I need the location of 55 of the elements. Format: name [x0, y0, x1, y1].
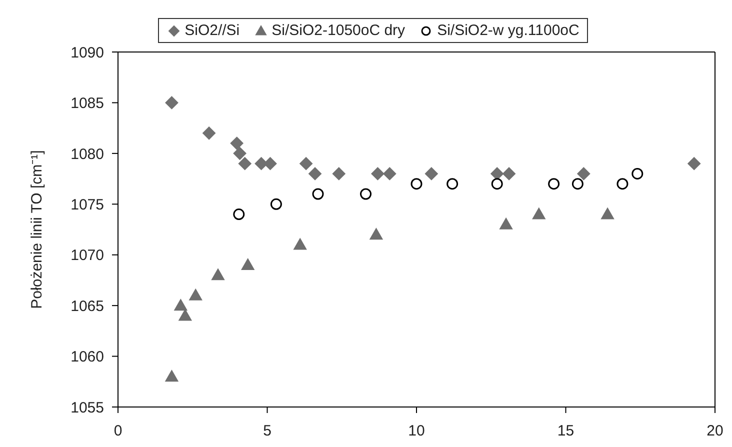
point: [577, 167, 590, 180]
point: [491, 178, 503, 190]
point: [572, 178, 584, 190]
point: [502, 167, 516, 180]
y-tick-label: 1055: [70, 399, 104, 416]
point: [371, 167, 384, 180]
point: [165, 370, 178, 382]
x-tick-label: 15: [557, 422, 574, 440]
point: [601, 208, 614, 220]
point: [424, 167, 438, 180]
point: [174, 299, 188, 311]
point: [360, 188, 372, 200]
point: [532, 208, 546, 220]
point: [490, 167, 504, 180]
y-tick-label: 1075: [70, 196, 104, 214]
point: [233, 146, 246, 160]
x-tick-label: 10: [408, 422, 425, 440]
point: [616, 178, 628, 190]
x-tick-label: 5: [263, 422, 272, 440]
y-tick-label: 1090: [70, 44, 104, 62]
y-tick-label: 1060: [70, 348, 104, 366]
legend-label: SiO2//Si: [184, 22, 240, 39]
legend-label: Si/SiO2-1050oC dry: [270, 22, 406, 39]
point: [178, 309, 192, 321]
point: [212, 268, 224, 280]
point: [233, 208, 245, 220]
point: [688, 157, 701, 170]
y-tick-label: 1065: [70, 298, 104, 315]
point: [202, 126, 216, 140]
point: [294, 238, 307, 250]
legend-label: Si/SiO2-w yg.1100oC: [436, 22, 580, 39]
y-tick-label: 1085: [70, 95, 104, 112]
x-tick-label: 0: [114, 422, 122, 440]
point: [189, 288, 202, 300]
point: [446, 178, 458, 190]
point: [370, 228, 383, 240]
point: [308, 167, 322, 180]
point: [165, 96, 178, 110]
y-axis-title: Położenie linii TO [cm⁻¹]: [28, 150, 46, 309]
point: [632, 168, 644, 180]
point: [264, 157, 277, 170]
point: [241, 258, 254, 270]
point: [238, 157, 252, 170]
y-tick-label: 1080: [70, 146, 104, 163]
point: [500, 218, 513, 230]
point: [332, 167, 346, 180]
y-tick-label: 1070: [70, 247, 104, 264]
point: [230, 136, 244, 150]
point: [270, 198, 282, 210]
point: [548, 178, 560, 190]
point: [312, 188, 324, 200]
x-tick-label: 20: [706, 422, 724, 440]
point: [383, 167, 396, 180]
point: [300, 157, 313, 170]
point: [410, 178, 422, 190]
